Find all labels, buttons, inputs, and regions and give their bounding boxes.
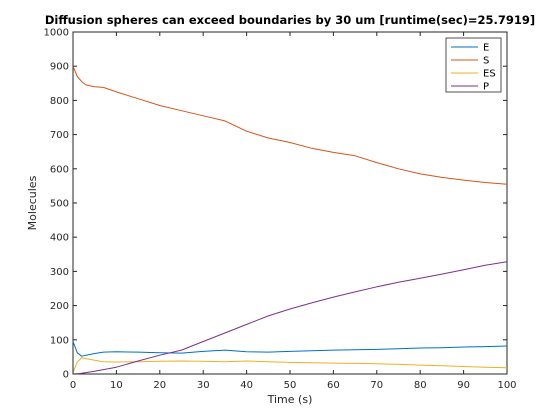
axes-frame (72, 31, 508, 375)
y-tick-label: 400 (50, 233, 69, 244)
x-axis-label: Time (s) (267, 393, 313, 406)
series-line-es (72, 357, 508, 373)
series-line-e (72, 341, 508, 357)
legend-label-e: E (483, 43, 489, 54)
y-tick-label: 800 (50, 96, 69, 107)
plot-area: 0 10 20 30 40 50 60 70 80 90 100010020030040050060… (44, 28, 517, 392)
x-tick-label: 50 (284, 380, 297, 391)
x-tick-label: 90 (457, 380, 470, 391)
x-tick-label: 100 (497, 380, 516, 391)
y-tick-label: 100 (50, 335, 69, 346)
x-tick-label: 20 (153, 380, 166, 391)
y-tick-label: 0 (63, 370, 69, 381)
legend: ES ES P (445, 37, 502, 93)
x-tick-label: 80 (414, 380, 427, 391)
legend-label-p: P (483, 82, 489, 93)
y-tick-label: 900 (50, 62, 69, 73)
x-tick-label: 60 (327, 380, 340, 391)
y-tick-label: 200 (50, 301, 69, 312)
series-lines (72, 66, 508, 375)
axis-ticks: 0 10 20 30 40 50 60 70 80 90 100010020030040050060… (44, 28, 517, 392)
legend-label-s: S (483, 56, 489, 67)
legend-label-es: ES (483, 69, 496, 80)
series-line-p (72, 261, 508, 375)
x-tick-label: 30 (197, 380, 210, 391)
y-axis-label: Molecules (26, 175, 39, 230)
x-tick-label: 70 (370, 380, 383, 391)
y-tick-label: 600 (50, 164, 69, 175)
y-tick-label: 300 (50, 267, 69, 278)
x-tick-label: 40 (240, 380, 253, 391)
series-line-s (72, 66, 508, 185)
x-tick-label: 0 (70, 380, 76, 391)
legend-box (445, 37, 502, 93)
chart-title: Diffusion spheres can exceed boundaries … (45, 13, 535, 27)
x-tick-label: 10 (110, 380, 123, 391)
y-tick-label: 500 (50, 199, 69, 210)
y-tick-label: 1000 (44, 28, 69, 39)
y-tick-label: 700 (50, 130, 69, 141)
